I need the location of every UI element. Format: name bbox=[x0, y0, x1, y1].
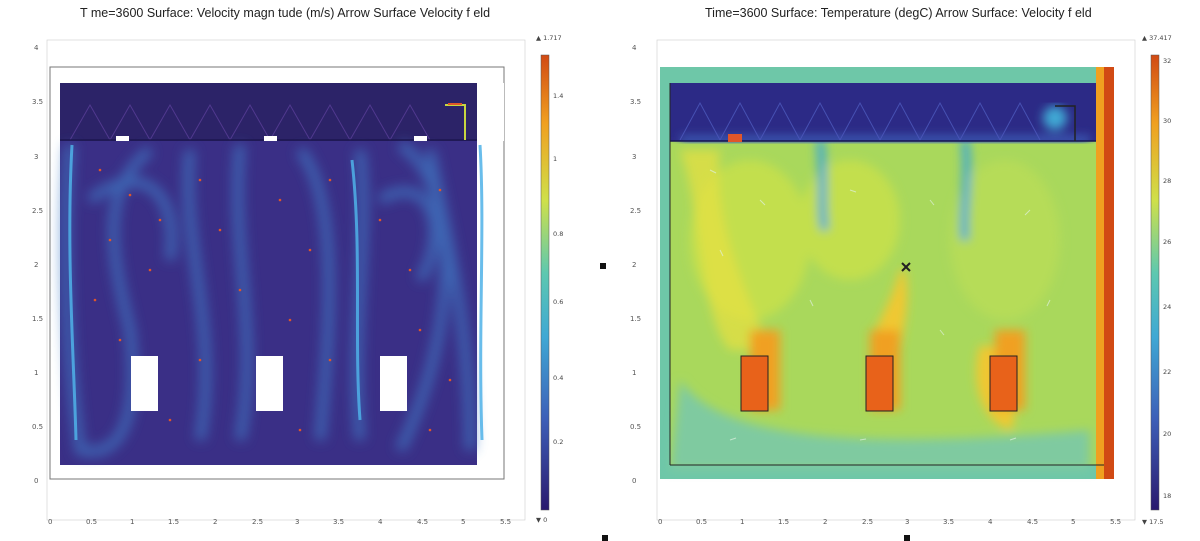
heat-source-3 bbox=[380, 356, 407, 411]
x-tick-label: 1 bbox=[740, 518, 745, 526]
x-tick-label: 1 bbox=[130, 518, 135, 526]
colorbar-max-label: ▲ 37.417 bbox=[1142, 34, 1172, 42]
temperature-colorbar bbox=[1150, 54, 1160, 511]
velocity-field bbox=[60, 83, 504, 465]
colorbar-max-label: ▲ 1.717 bbox=[536, 34, 562, 42]
y-tick-label: 2 bbox=[632, 261, 637, 269]
y-tick-label: 3 bbox=[632, 153, 637, 161]
heat-source-2 bbox=[256, 356, 283, 411]
velocity-plot-canvas bbox=[46, 39, 550, 521]
x-tick-label: 0.5 bbox=[696, 518, 708, 526]
y-tick-label: 0.5 bbox=[630, 423, 642, 431]
separator-marker bbox=[600, 263, 606, 269]
colorbar-label: 1.4 bbox=[553, 92, 564, 100]
x-tick-label: 5 bbox=[461, 518, 466, 526]
separator-marker bbox=[904, 535, 910, 541]
colorbar-label: 28 bbox=[1163, 177, 1172, 185]
colorbar-label: 1 bbox=[553, 155, 558, 163]
y-tick-label: 0 bbox=[34, 477, 39, 485]
colorbar-label: 22 bbox=[1163, 368, 1172, 376]
colorbar-label: 30 bbox=[1163, 117, 1172, 125]
velocity-colorbar bbox=[540, 54, 550, 511]
heat-source-3 bbox=[989, 355, 1018, 412]
colorbar-label: 0.2 bbox=[553, 438, 564, 446]
x-tick-label: 3 bbox=[905, 518, 910, 526]
y-tick-label: 2 bbox=[34, 261, 39, 269]
y-tick-label: 0 bbox=[632, 477, 637, 485]
y-tick-label: 4 bbox=[632, 44, 637, 52]
y-tick-label: 1 bbox=[632, 369, 637, 377]
y-tick-label: 1.5 bbox=[630, 315, 642, 323]
colorbar-label: 0.8 bbox=[553, 230, 564, 238]
heat-source-2 bbox=[865, 355, 894, 412]
x-tick-label: 5.5 bbox=[1110, 518, 1122, 526]
x-tick-label: 0.5 bbox=[86, 518, 98, 526]
heat-source-1 bbox=[131, 356, 158, 411]
y-tick-label: 3.5 bbox=[630, 98, 642, 106]
y-tick-label: 2.5 bbox=[630, 207, 642, 215]
x-tick-label: 1.5 bbox=[168, 518, 180, 526]
x-tick-label: 3 bbox=[295, 518, 300, 526]
x-tick-label: 2.5 bbox=[252, 518, 264, 526]
colorbar-label: 0.4 bbox=[553, 374, 564, 382]
temperature-field bbox=[660, 67, 1114, 479]
y-tick-label: 0.5 bbox=[32, 423, 44, 431]
x-tick-label: 2 bbox=[213, 518, 218, 526]
x-tick-label: 5 bbox=[1071, 518, 1076, 526]
heat-source-1 bbox=[740, 355, 769, 412]
x-tick-label: 3.5 bbox=[333, 518, 345, 526]
y-tick-label: 1 bbox=[34, 369, 39, 377]
temperature-plot-title: Time=3600 Surface: Temperature (degC) Ar… bbox=[705, 6, 1092, 20]
colorbar-min-label: ▼ 17.5 bbox=[1142, 518, 1164, 526]
x-tick-label: 4.5 bbox=[417, 518, 429, 526]
temperature-plot-canvas bbox=[656, 39, 1160, 521]
y-tick-label: 1.5 bbox=[32, 315, 44, 323]
probe-point-marker bbox=[901, 262, 911, 272]
y-tick-label: 4 bbox=[34, 44, 39, 52]
colorbar-label: 26 bbox=[1163, 238, 1172, 246]
temperature-axis-frame bbox=[656, 39, 1136, 521]
colorbar-label: 20 bbox=[1163, 430, 1172, 438]
colorbar-label: 24 bbox=[1163, 303, 1172, 311]
temperature-plot-panel: Time=3600 Surface: Temperature (degC) Ar… bbox=[610, 0, 1200, 541]
colorbar-label: 0.6 bbox=[553, 298, 564, 306]
velocity-plot-title: T me=3600 Surface: Velocity magn tude (m… bbox=[80, 6, 491, 20]
x-tick-label: 4 bbox=[378, 518, 383, 526]
x-tick-label: 4 bbox=[988, 518, 993, 526]
x-tick-label: 5.5 bbox=[500, 518, 512, 526]
velocity-plot-panel: T me=3600 Surface: Velocity magn tude (m… bbox=[0, 0, 590, 541]
x-tick-label: 1.5 bbox=[778, 518, 790, 526]
y-tick-label: 3.5 bbox=[32, 98, 44, 106]
x-tick-label: 0 bbox=[48, 518, 53, 526]
separator-marker bbox=[602, 535, 608, 541]
x-tick-label: 0 bbox=[658, 518, 663, 526]
x-tick-label: 2 bbox=[823, 518, 828, 526]
y-tick-label: 2.5 bbox=[32, 207, 44, 215]
y-tick-label: 3 bbox=[34, 153, 39, 161]
colorbar-label: 18 bbox=[1163, 492, 1172, 500]
x-tick-label: 4.5 bbox=[1027, 518, 1039, 526]
velocity-axis-frame bbox=[46, 39, 526, 521]
colorbar-min-label: ▼ 0 bbox=[536, 516, 548, 524]
x-tick-label: 2.5 bbox=[862, 518, 874, 526]
colorbar-label: 32 bbox=[1163, 57, 1172, 65]
x-tick-label: 3.5 bbox=[943, 518, 955, 526]
